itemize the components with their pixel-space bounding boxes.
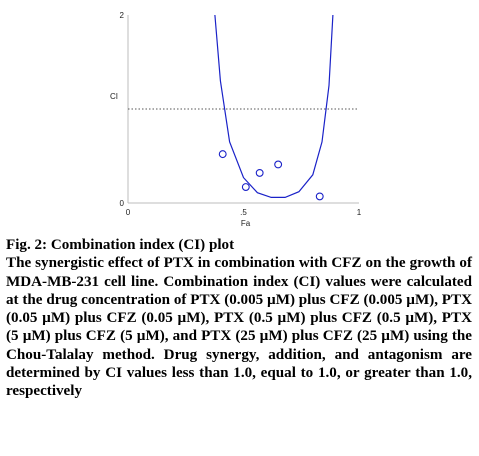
data-point-1 xyxy=(218,150,227,159)
data-point-2 xyxy=(241,183,250,191)
x-tick-label: .5 xyxy=(240,208,247,217)
y-tick-labels: 02 xyxy=(120,11,125,208)
data-points xyxy=(218,150,324,201)
data-point-5 xyxy=(315,192,324,201)
x-tick-labels: 0.5 1 xyxy=(126,208,362,217)
data-point-3 xyxy=(255,168,264,177)
ci-plot: 0.5 1 02 Fa CI xyxy=(0,0,479,235)
y-tick-label: 2 xyxy=(120,11,125,20)
y-tick-label: 0 xyxy=(120,199,125,208)
caption-body: The synergistic effect of PTX in combina… xyxy=(6,255,472,400)
x-tick-label: 0 xyxy=(126,208,131,217)
x-axis-label: Fa xyxy=(241,219,251,228)
figure-caption: Fig. 2: Combination index (CI) plot The … xyxy=(6,236,472,401)
chart-background xyxy=(0,0,479,235)
ci-fit-curve xyxy=(214,14,334,198)
x-tick-label: 1 xyxy=(357,208,362,217)
data-point-4 xyxy=(274,160,283,169)
y-axis-label: CI xyxy=(110,92,118,101)
caption-title: Fig. 2: Combination index (CI) plot xyxy=(6,237,235,253)
